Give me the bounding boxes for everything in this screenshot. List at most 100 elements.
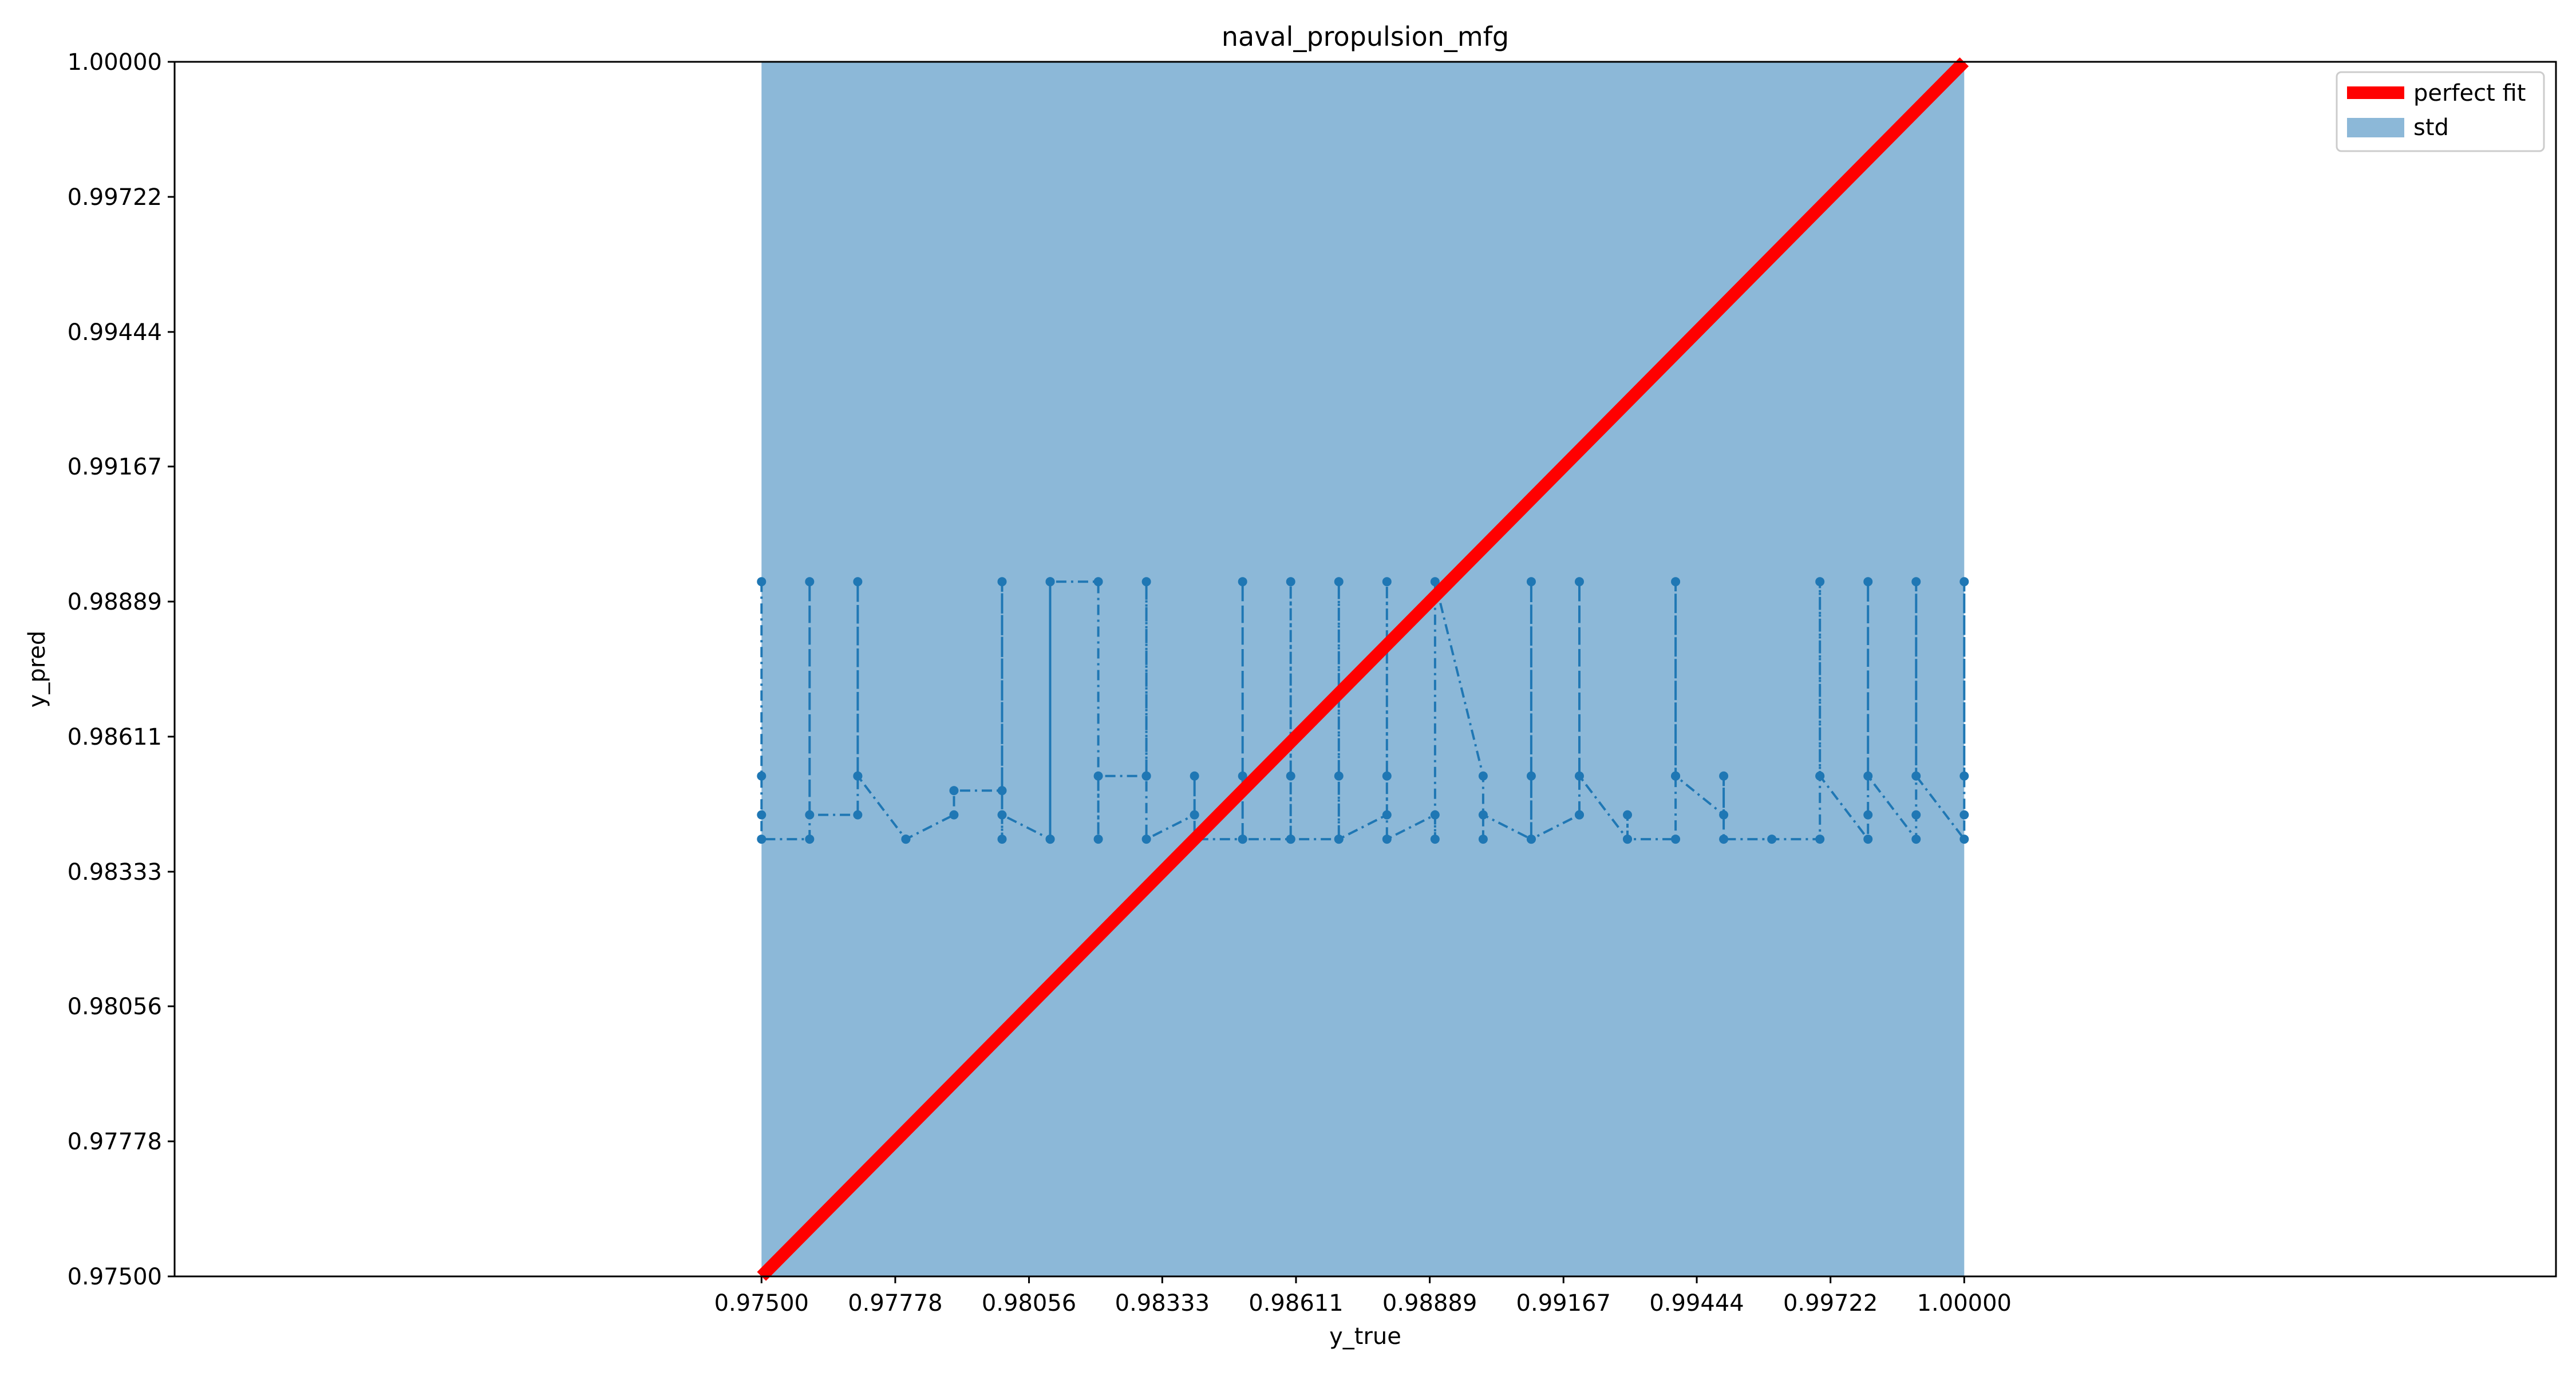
prediction-point <box>1190 771 1199 781</box>
prediction-point <box>1863 835 1873 844</box>
x-tick-label: 0.98333 <box>1115 1290 1210 1316</box>
prediction-point <box>1141 771 1151 781</box>
prediction-point <box>1911 771 1921 781</box>
y-tick-label: 0.99167 <box>68 454 162 480</box>
prediction-point <box>1526 835 1536 844</box>
prediction-point <box>757 771 767 781</box>
prediction-point <box>1815 771 1825 781</box>
y-tick-label: 0.98611 <box>68 724 162 750</box>
y-tick-label: 0.97778 <box>68 1129 162 1155</box>
y-tick-label: 0.98889 <box>68 589 162 615</box>
x-axis-label: y_true <box>1329 1323 1401 1350</box>
prediction-point <box>1719 771 1729 781</box>
prediction-point <box>757 577 767 587</box>
legend-label-perfect-fit: perfect fit <box>2413 80 2526 106</box>
prediction-point <box>1863 810 1873 820</box>
prediction-point <box>997 835 1007 844</box>
prediction-point <box>805 577 815 587</box>
x-tick-label: 0.98889 <box>1382 1290 1477 1316</box>
prediction-point <box>1430 835 1440 844</box>
prediction-point <box>757 810 767 820</box>
x-tick-label: 1.00000 <box>1917 1290 2012 1316</box>
prediction-point <box>1093 835 1103 844</box>
prediction-point <box>1190 810 1199 820</box>
prediction-point <box>1959 835 1969 844</box>
prediction-point <box>1045 577 1055 587</box>
prediction-point <box>997 810 1007 820</box>
prediction-point <box>1286 577 1295 587</box>
prediction-point <box>1334 835 1344 844</box>
y-tick-label: 1.00000 <box>68 49 162 76</box>
prediction-point <box>1671 835 1681 844</box>
prediction-point <box>1093 771 1103 781</box>
prediction-point <box>1623 810 1633 820</box>
prediction-point <box>1141 835 1151 844</box>
prediction-point <box>1815 577 1825 587</box>
y-tick-label: 0.99444 <box>68 319 162 346</box>
prediction-point <box>1863 577 1873 587</box>
prediction-point <box>1959 771 1969 781</box>
prediction-point <box>757 835 767 844</box>
prediction-point <box>1382 835 1392 844</box>
prediction-point <box>853 771 863 781</box>
prediction-point <box>1045 835 1055 844</box>
x-tick-label: 0.99722 <box>1783 1290 1878 1316</box>
plot-frame <box>173 61 2557 1278</box>
prediction-point <box>997 577 1007 587</box>
prediction-point <box>1141 577 1151 587</box>
prediction-point <box>901 835 911 844</box>
x-tick-label: 0.98056 <box>982 1290 1076 1316</box>
prediction-point <box>1382 771 1392 781</box>
y-tick-label: 0.98333 <box>68 859 162 885</box>
prediction-point <box>1767 835 1777 844</box>
y-axis-label: y_pred <box>24 631 50 708</box>
legend: perfect fit std <box>2336 71 2545 152</box>
prediction-point <box>1382 577 1392 587</box>
chart-title: naval_propulsion_mfg <box>1222 21 1509 52</box>
prediction-point <box>1238 835 1247 844</box>
prediction-point <box>949 786 959 796</box>
prediction-point <box>1815 835 1825 844</box>
prediction-point <box>1093 577 1103 587</box>
x-tick-label: 0.99444 <box>1649 1290 1744 1316</box>
prediction-point <box>1238 771 1247 781</box>
prediction-point <box>1238 577 1247 587</box>
legend-label-std: std <box>2413 114 2449 141</box>
prediction-point <box>949 810 959 820</box>
prediction-point <box>1911 577 1921 587</box>
prediction-point <box>1430 810 1440 820</box>
prediction-point <box>853 577 863 587</box>
prediction-point <box>1863 771 1873 781</box>
prediction-point <box>1286 835 1295 844</box>
prediction-point <box>1478 835 1488 844</box>
prediction-point <box>1671 771 1681 781</box>
prediction-point <box>1478 771 1488 781</box>
prediction-point <box>1478 810 1488 820</box>
prediction-point <box>805 835 815 844</box>
plot-layer <box>757 57 1969 1281</box>
prediction-point <box>1911 810 1921 820</box>
prediction-point <box>1574 771 1584 781</box>
prediction-point <box>1623 835 1633 844</box>
prediction-point <box>853 810 863 820</box>
prediction-point <box>1959 577 1969 587</box>
prediction-point <box>1382 810 1392 820</box>
x-tick-label: 0.99167 <box>1516 1290 1611 1316</box>
y-tick-label: 0.97500 <box>68 1264 162 1290</box>
prediction-point <box>1671 577 1681 587</box>
prediction-point <box>1911 835 1921 844</box>
prediction-point <box>1430 577 1440 587</box>
y-tick-label: 0.99722 <box>68 184 162 211</box>
legend-swatch-std <box>2347 118 2404 137</box>
x-tick-label: 0.97778 <box>848 1290 942 1316</box>
x-tick-label: 0.98611 <box>1249 1290 1343 1316</box>
prediction-point <box>1719 835 1729 844</box>
prediction-point <box>1526 771 1536 781</box>
prediction-point <box>805 810 815 820</box>
prediction-point <box>1286 771 1295 781</box>
prediction-point <box>1334 771 1344 781</box>
perfect-fit-line <box>757 57 1969 1281</box>
x-tick-label: 0.97500 <box>714 1290 809 1316</box>
